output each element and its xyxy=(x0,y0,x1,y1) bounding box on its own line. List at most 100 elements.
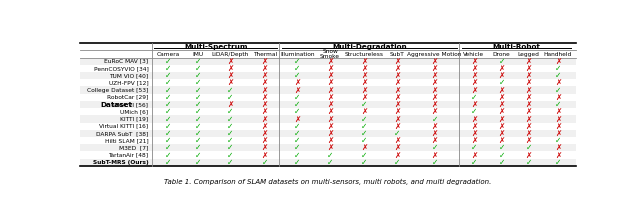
Text: ✗: ✗ xyxy=(555,57,561,66)
Text: ✗: ✗ xyxy=(525,107,532,116)
Text: Snow
Smoke: Snow Smoke xyxy=(320,49,340,60)
Text: ✗: ✗ xyxy=(262,78,268,87)
Text: ✓: ✓ xyxy=(165,64,172,73)
Text: ✗: ✗ xyxy=(431,93,438,102)
Bar xyxy=(80,58,576,65)
Text: ✗: ✗ xyxy=(327,93,333,102)
Text: ✗: ✗ xyxy=(555,150,561,160)
Text: ✓: ✓ xyxy=(499,78,505,87)
Text: ✗: ✗ xyxy=(327,78,333,87)
Text: ✓: ✓ xyxy=(165,122,172,131)
Text: ✗: ✗ xyxy=(525,100,532,109)
Text: ✗: ✗ xyxy=(262,114,268,123)
Text: M3ED  [7]: M3ED [7] xyxy=(119,145,148,150)
Text: ✗: ✗ xyxy=(327,107,333,116)
Text: ✗: ✗ xyxy=(394,86,400,95)
Bar xyxy=(80,159,576,166)
Text: ✗: ✗ xyxy=(525,122,532,131)
Text: ✗: ✗ xyxy=(499,114,505,123)
Text: Table 1. Comparison of SLAM datasets on multi-sensors, multi robots, and multi d: Table 1. Comparison of SLAM datasets on … xyxy=(164,179,492,185)
Text: RobotCar [29]: RobotCar [29] xyxy=(107,95,148,100)
Text: ✗: ✗ xyxy=(227,57,234,66)
Text: ✓: ✓ xyxy=(294,158,301,167)
Text: ✓: ✓ xyxy=(431,143,438,152)
Text: ✓: ✓ xyxy=(555,136,561,145)
Text: ✗: ✗ xyxy=(555,78,561,87)
Text: ✓: ✓ xyxy=(361,158,367,167)
Text: Legged: Legged xyxy=(518,51,540,57)
Text: PennCOSYVIO [34]: PennCOSYVIO [34] xyxy=(93,66,148,71)
Text: ✗: ✗ xyxy=(431,150,438,160)
Text: ✗: ✗ xyxy=(555,93,561,102)
Text: ✓: ✓ xyxy=(394,129,400,138)
Bar xyxy=(80,79,576,87)
Text: Vehicle: Vehicle xyxy=(463,51,484,57)
Bar xyxy=(80,87,576,94)
Text: ✗: ✗ xyxy=(294,78,301,87)
Text: SubT-MRS (Ours): SubT-MRS (Ours) xyxy=(93,160,148,165)
Text: Aggressive Motion: Aggressive Motion xyxy=(408,51,462,57)
Text: ✓: ✓ xyxy=(294,129,301,138)
Text: ✗: ✗ xyxy=(525,129,532,138)
Text: ✓: ✓ xyxy=(165,158,172,167)
Bar xyxy=(80,130,576,137)
Text: ✓: ✓ xyxy=(555,100,561,109)
Text: ✗: ✗ xyxy=(431,129,438,138)
Text: ✗: ✗ xyxy=(555,114,561,123)
Text: ✗: ✗ xyxy=(327,114,333,123)
Text: ✓: ✓ xyxy=(165,143,172,152)
Bar xyxy=(80,72,576,79)
Text: Camera: Camera xyxy=(157,51,180,57)
Text: ✓: ✓ xyxy=(294,64,301,73)
Bar xyxy=(80,151,576,159)
Text: ✗: ✗ xyxy=(555,122,561,131)
Text: ✓: ✓ xyxy=(227,107,234,116)
Text: ✗: ✗ xyxy=(262,71,268,80)
Text: ✓: ✓ xyxy=(470,107,477,116)
Text: ✗: ✗ xyxy=(555,143,561,152)
Text: ✓: ✓ xyxy=(555,86,561,95)
Bar xyxy=(80,108,576,115)
Text: Virtual KITTI [16]: Virtual KITTI [16] xyxy=(99,124,148,129)
Text: ✗: ✗ xyxy=(470,150,477,160)
Text: ✗: ✗ xyxy=(327,122,333,131)
Bar xyxy=(80,101,576,108)
Text: ✓: ✓ xyxy=(327,150,333,160)
Text: ✓: ✓ xyxy=(165,114,172,123)
Text: ✓: ✓ xyxy=(361,114,367,123)
Text: ✗: ✗ xyxy=(470,64,477,73)
Text: ✗: ✗ xyxy=(394,122,400,131)
Text: ✓: ✓ xyxy=(227,158,234,167)
Text: ✓: ✓ xyxy=(327,158,333,167)
Text: ✗: ✗ xyxy=(470,114,477,123)
Text: ✗: ✗ xyxy=(431,78,438,87)
Text: ✓: ✓ xyxy=(227,136,234,145)
Text: ✗: ✗ xyxy=(394,150,400,160)
Text: EuRoC MAV [3]: EuRoC MAV [3] xyxy=(104,59,148,64)
Text: ✓: ✓ xyxy=(499,158,505,167)
Text: ✗: ✗ xyxy=(431,107,438,116)
Text: ✓: ✓ xyxy=(195,93,201,102)
Text: ✓: ✓ xyxy=(195,143,201,152)
Text: ✗: ✗ xyxy=(262,122,268,131)
Text: ✓: ✓ xyxy=(165,100,172,109)
Text: ✗: ✗ xyxy=(327,64,333,73)
Bar xyxy=(80,94,576,101)
Text: ✗: ✗ xyxy=(394,100,400,109)
Text: ✓: ✓ xyxy=(195,122,201,131)
Text: ✗: ✗ xyxy=(499,86,505,95)
Text: UMich [6]: UMich [6] xyxy=(120,109,148,114)
Text: ✗: ✗ xyxy=(327,129,333,138)
Text: ✗: ✗ xyxy=(394,71,400,80)
Text: ✗: ✗ xyxy=(470,122,477,131)
Text: ✓: ✓ xyxy=(470,93,477,102)
Text: ✓: ✓ xyxy=(165,129,172,138)
Text: ✗: ✗ xyxy=(294,114,301,123)
Text: ✗: ✗ xyxy=(361,78,367,87)
Text: ✓: ✓ xyxy=(470,143,477,152)
Text: ✗: ✗ xyxy=(470,57,477,66)
Text: TartanAir [48]: TartanAir [48] xyxy=(108,153,148,158)
Text: ✓: ✓ xyxy=(165,136,172,145)
Text: ✗: ✗ xyxy=(555,107,561,116)
Text: ✓: ✓ xyxy=(361,100,367,109)
